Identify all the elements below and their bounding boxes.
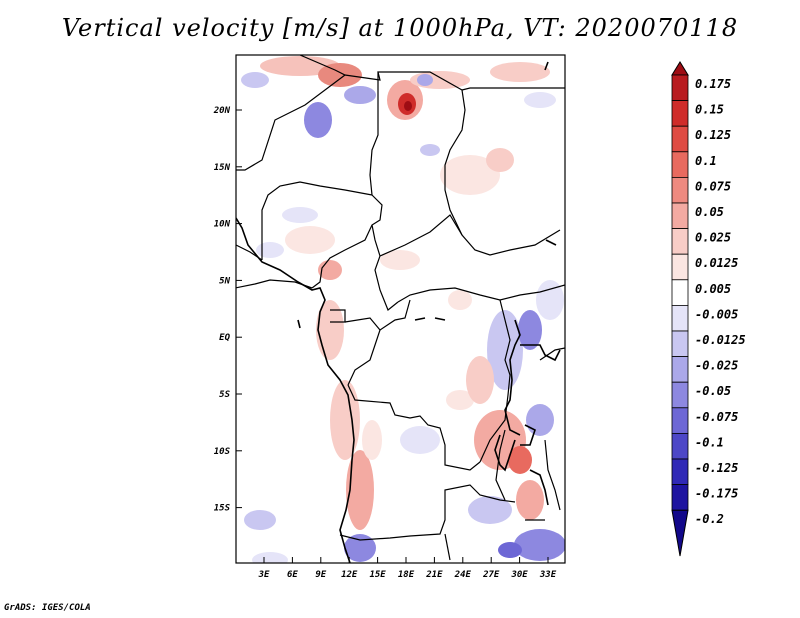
colorbar-swatch: [671, 304, 689, 332]
colorbar-swatch: [671, 176, 689, 204]
colorbar-label: 0.0125: [695, 256, 738, 270]
colorbar-label: 0.175: [695, 77, 731, 91]
colorbar: 0.175 0.15 0.125 0.1 0.075 0.05 0.025 0.0125 0.0…: [671, 61, 746, 557]
colorbar-label: 0.075: [695, 179, 731, 193]
colorbar-swatch: [671, 356, 689, 383]
latitude-labels: 20N 15N 10N 5N EQ 5S 10S 15S: [213, 106, 242, 514]
colorbar-swatch: [671, 407, 689, 434]
longitude-label: 3E: [258, 570, 270, 580]
latitude-label: 5N: [219, 276, 230, 286]
colorbar-label: -0.0125: [695, 333, 746, 347]
latitude-label: 5S: [219, 390, 230, 400]
longitude-label: 24E: [454, 570, 472, 580]
longitude-label: 21E: [425, 570, 443, 580]
colorbar-label: -0.05: [695, 384, 731, 398]
colorbar-label: -0.1: [695, 435, 724, 449]
longitude-label: 18E: [398, 570, 415, 580]
colorbar-label: -0.175: [695, 487, 738, 501]
colorbar-swatch: [671, 125, 689, 153]
colorbar-cap-top: [671, 61, 689, 76]
longitude-label: 9E: [315, 570, 326, 580]
longitude-label: 6E: [287, 570, 298, 580]
colorbar-swatch: [671, 484, 689, 511]
colorbar-swatch: [671, 100, 689, 127]
colorbar-label: 0.025: [695, 231, 731, 245]
colorbar-swatch: [671, 253, 689, 281]
colorbar-label: 0.005: [695, 282, 731, 296]
coastlines: [236, 61, 561, 563]
colorbar-cap-bottom: [671, 509, 689, 557]
latitude-label: EQ: [219, 333, 230, 343]
longitude-label: 33E: [539, 570, 557, 580]
latitude-label: 15S: [214, 504, 231, 514]
colorbar-swatch: [671, 279, 689, 306]
credit-text: GrADS: IGES/COLA: [4, 603, 91, 613]
latitude-label: 15N: [214, 163, 231, 173]
latitude-label: 10S: [214, 447, 231, 457]
country-borders: [236, 55, 565, 561]
colorbar-label: -0.2: [695, 512, 724, 526]
longitude-label: 12E: [341, 570, 358, 580]
colorbar-label: 0.15: [695, 103, 724, 117]
longitude-label: 15E: [369, 570, 386, 580]
colorbar-label: -0.125: [695, 461, 738, 475]
longitude-label: 30E: [510, 570, 528, 580]
colorbar-label: -0.005: [695, 307, 738, 321]
colorbar-label: 0.1: [695, 154, 717, 168]
latitude-label: 10N: [214, 220, 231, 230]
colorbar-swatch: [671, 151, 689, 178]
colorbar-swatch: [671, 458, 689, 486]
colorbar-swatch: [671, 381, 689, 409]
longitude-label: 27E: [482, 570, 500, 580]
longitude-labels: 3E 6E 9E 12E 15E 18E 21E 24E 27E 30E 33E: [258, 557, 557, 580]
colorbar-swatch: [671, 74, 689, 102]
colorbar-label: -0.075: [695, 410, 738, 424]
colorbar-swatch: [671, 202, 689, 230]
colorbar-swatch: [671, 228, 689, 255]
map-title: Vertical velocity [m/s] at 1000hPa, VT: …: [61, 14, 739, 42]
colorbar-swatch: [671, 432, 689, 460]
colorbar-swatch: [671, 330, 689, 358]
velocity-field: [241, 56, 565, 563]
colorbar-label: 0.05: [695, 205, 724, 219]
latitude-label: 20N: [213, 106, 231, 116]
colorbar-label: 0.125: [695, 128, 731, 142]
map-frame: [235, 54, 566, 564]
colorbar-label: -0.025: [695, 359, 738, 373]
